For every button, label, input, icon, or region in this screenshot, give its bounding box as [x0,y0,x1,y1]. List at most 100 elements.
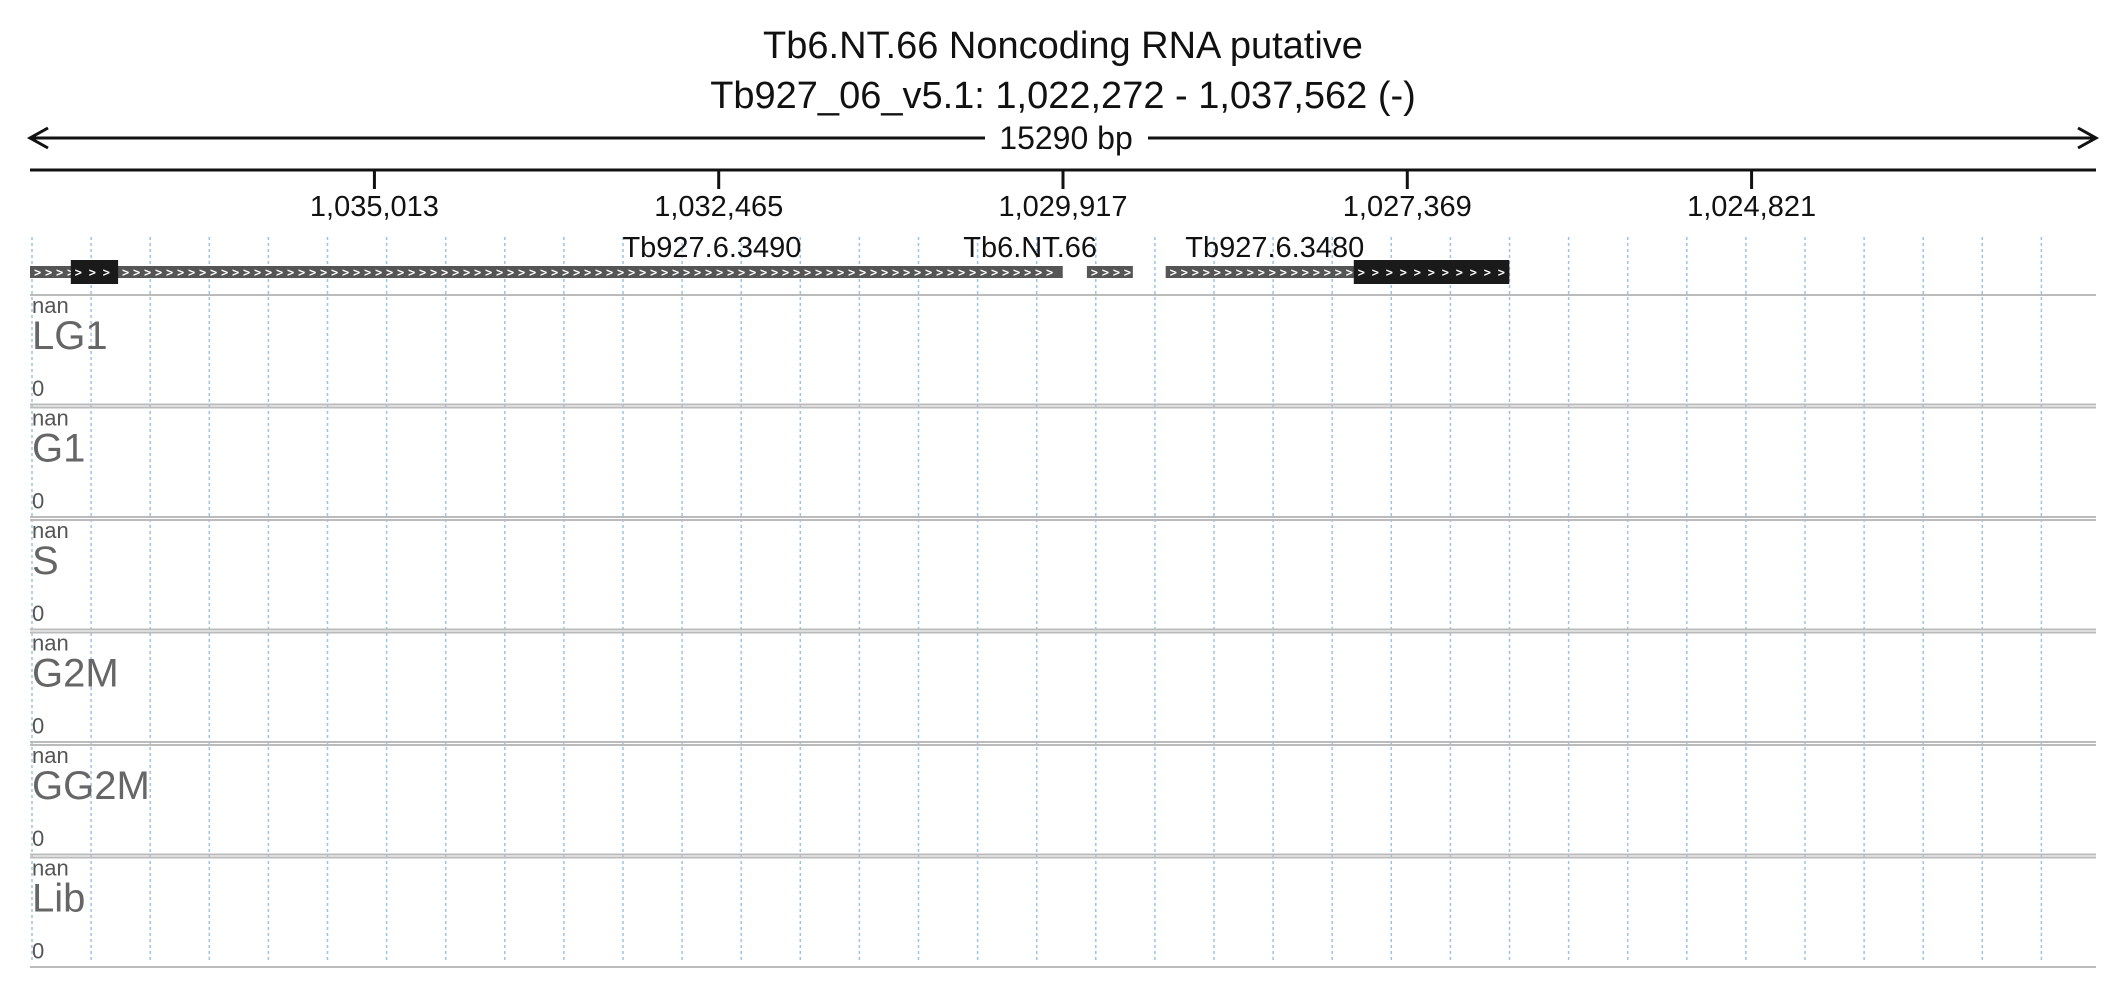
track-max-label: nan [32,856,69,881]
strand-chevron: > [760,266,767,280]
track-name: GG2M [32,764,150,808]
strand-chevron: > [276,266,283,280]
track-min-label: 0 [32,376,44,401]
track-name: Lib [32,877,85,921]
strand-chevron: > [1428,266,1435,280]
strand-chevron: > [375,266,382,280]
strand-chevron: > [1313,266,1320,280]
strand-chevron: > [947,266,954,280]
track-max-label: nan [32,743,69,768]
gene-tb927-6-3480[interactable]: >>>>>>>>>>>>>>>>>>>>>>>>>>>>>>>>>>>>>>>>… [1165,232,1510,284]
strand-chevron: > [166,266,173,280]
strand-chevron: > [903,266,910,280]
strand-chevron: > [1035,266,1042,280]
gene-label[interactable]: Tb927.6.3480 [1185,232,1364,264]
strand-chevron: > [1113,266,1120,280]
strand-chevron: > [1346,266,1353,280]
gene-tb6-nt-66[interactable]: > > > > Tb6.NT.66 [963,232,1133,280]
strand-chevron: > [782,266,789,280]
strand-chevron: > [320,266,327,280]
strand-chevron: > [452,266,459,280]
strand-chevron: > [1170,266,1177,280]
strand-chevron: > [1192,266,1199,280]
track-max-label: nan [32,406,69,431]
strand-chevron: > [188,266,195,280]
strand-chevron: > [936,266,943,280]
gene-utr-bar[interactable] [1086,266,1133,278]
track-min-label: 0 [32,601,44,626]
track-min-label: 0 [32,714,44,739]
strand-chevron: > [1456,266,1463,280]
strand-chevron: > [793,266,800,280]
strand-chevron: > [716,266,723,280]
track-name: S [32,539,59,583]
strand-chevron: > [1247,266,1254,280]
strand-chevron: > [507,266,514,280]
strand-chevron: > [1181,266,1188,280]
strand-chevron: > [1258,266,1265,280]
strand-chevron: > [749,266,756,280]
strand-chevron: > [694,266,701,280]
strand-chevron: > [342,266,349,280]
strand-chevron: > [1102,266,1109,280]
strand-chevron: > [1302,266,1309,280]
strand-chevron: > [771,266,778,280]
strand-chevron: > [1484,266,1491,280]
strand-chevron: > [1225,266,1232,280]
ruler-tick-label: 1,027,369 [1343,191,1472,223]
strand-chevron: > [144,266,151,280]
span-length-label: 15290 bp [999,120,1132,156]
strand-chevron: > [1214,266,1221,280]
strand-chevron: > [1091,266,1098,280]
strand-chevron: > [584,266,591,280]
strand-chevron: > [958,266,965,280]
gene-label[interactable]: Tb6.NT.66 [963,232,1097,264]
strand-chevron: > [419,266,426,280]
strand-chevron: > [617,266,624,280]
strand-chevron: > [353,266,360,280]
strand-chevron: > [56,266,63,280]
strand-chevron: > [1124,266,1131,280]
strand-chevron: > [463,266,470,280]
strand-chevron: > [672,266,679,280]
strand-chevron: > [727,266,734,280]
track-min-label: 0 [32,826,44,851]
gene-utr-bar[interactable] [30,266,1063,278]
strand-chevron: > [441,266,448,280]
track-min-label: 0 [32,489,44,514]
strand-chevron: > [232,266,239,280]
strand-chevron: > [1013,266,1020,280]
span-arrow-right-head [2077,126,2100,150]
strand-chevron: > [430,266,437,280]
strand-chevron: > [1358,266,1365,280]
track-max-label: nan [32,518,69,543]
strand-chevron: > [75,266,82,280]
feature-title: Tb6.NT.66 Noncoding RNA putative [763,25,1363,67]
ruler-tick-label: 1,024,821 [1687,191,1816,223]
strand-chevron: > [1203,266,1210,280]
strand-chevron: > [133,266,140,280]
strand-chevron: > [815,266,822,280]
strand-chevron: > [1046,266,1053,280]
strand-chevron: > [298,266,305,280]
strand-chevron: > [837,266,844,280]
strand-chevron: > [199,266,206,280]
strand-chevron: > [980,266,987,280]
strand-chevron: > [34,266,41,280]
gene-cds-block[interactable] [1353,260,1510,284]
strand-chevron: > [397,266,404,280]
strand-chevron: > [309,266,316,280]
gene-tb927-6-3490[interactable]: > > > > > > > > > > > > > > > > > > > > > > > > > > > > > > > > > > > > > > > >… [30,232,1063,284]
strand-chevron: > [826,266,833,280]
gene-annotation-track[interactable]: > > > > > > > > > > > > > > > > > > > > > > > > > > > > > > > > > > > > > > > >… [30,232,1510,284]
track-name: G1 [32,427,85,471]
strand-chevron: > [1291,266,1298,280]
gene-label[interactable]: Tb927.6.3490 [622,232,801,264]
strand-chevron: > [1498,266,1505,280]
gene-cds-block[interactable] [70,260,119,284]
